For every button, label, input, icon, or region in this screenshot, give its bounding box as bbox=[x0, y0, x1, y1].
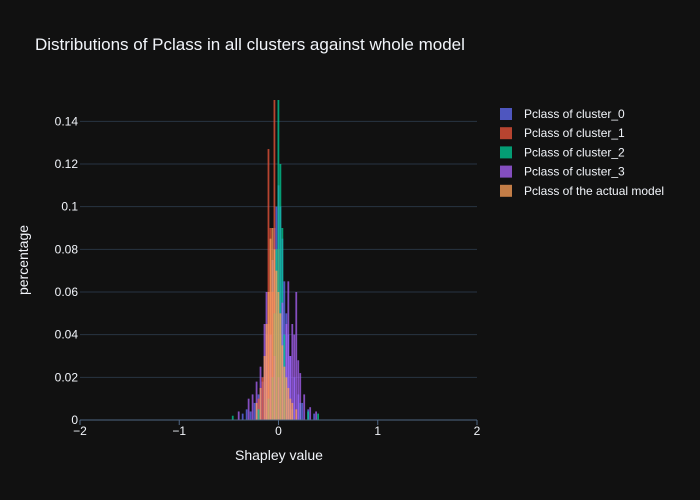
legend-label: Pclass of cluster_0 bbox=[524, 107, 625, 121]
bar-series-1[interactable] bbox=[257, 398, 260, 420]
bar-series-3[interactable] bbox=[293, 334, 296, 420]
bar-series-2[interactable] bbox=[257, 409, 260, 420]
bar-series-4[interactable] bbox=[279, 313, 282, 420]
legend[interactable]: Pclass of cluster_0 Pclass of cluster_1 Pc… bbox=[500, 107, 664, 198]
y-axis-title: percentage bbox=[15, 225, 31, 295]
y-tick-label: 0 bbox=[71, 413, 78, 427]
bar-series-1[interactable] bbox=[261, 377, 264, 420]
bar-series-0[interactable] bbox=[313, 413, 316, 420]
bar-series-3[interactable] bbox=[237, 411, 240, 420]
bar-series-4[interactable] bbox=[271, 228, 274, 420]
legend-item[interactable]: Pclass of cluster_2 bbox=[500, 145, 625, 159]
x-axis-title: Shapley value bbox=[235, 447, 323, 463]
bar-series-4[interactable] bbox=[285, 377, 288, 420]
bar-series-0[interactable] bbox=[253, 402, 256, 420]
bar-series-4[interactable] bbox=[273, 249, 276, 420]
bar-series-3[interactable] bbox=[285, 324, 288, 420]
y-tick-label: 0.1 bbox=[61, 200, 78, 214]
bar-series-4[interactable] bbox=[275, 270, 278, 420]
bar-series-2[interactable] bbox=[307, 411, 310, 420]
bar-series-4[interactable] bbox=[255, 402, 258, 420]
y-tick-label: 0.02 bbox=[55, 370, 79, 384]
y-tick-label: 0.04 bbox=[55, 328, 79, 342]
bar-series-3[interactable] bbox=[299, 373, 302, 420]
y-tick-label: 0.12 bbox=[55, 157, 79, 171]
legend-swatch bbox=[500, 184, 512, 197]
bar-series-4[interactable] bbox=[277, 292, 280, 420]
bar-series-4[interactable] bbox=[295, 409, 298, 420]
bar-series-2[interactable] bbox=[231, 415, 234, 420]
bar-series-3[interactable] bbox=[315, 411, 318, 420]
bar-series-4[interactable] bbox=[265, 324, 268, 420]
legend-swatch bbox=[500, 108, 512, 120]
bar-series-1[interactable] bbox=[267, 149, 270, 421]
x-tick-label: −2 bbox=[73, 424, 87, 438]
bar-series-3[interactable] bbox=[291, 324, 294, 420]
legend-label: Pclass of cluster_1 bbox=[524, 126, 625, 140]
bar-series-4[interactable] bbox=[291, 402, 294, 420]
bar-series-3[interactable] bbox=[287, 281, 290, 420]
legend-label: Pclass of cluster_3 bbox=[524, 165, 625, 179]
legend-item[interactable]: Pclass of the actual model bbox=[500, 184, 664, 198]
legend-item[interactable]: Pclass of cluster_1 bbox=[500, 126, 625, 140]
bar-series-3[interactable] bbox=[295, 292, 298, 420]
bar-series-3[interactable] bbox=[297, 360, 300, 420]
bar-series-3[interactable] bbox=[309, 407, 312, 420]
bar-series-0[interactable] bbox=[241, 413, 244, 420]
bars bbox=[231, 100, 319, 421]
bar-series-4[interactable] bbox=[263, 356, 266, 420]
bar-series-4[interactable] bbox=[269, 238, 272, 420]
bar-series-0[interactable] bbox=[301, 402, 304, 420]
legend-label: Pclass of the actual model bbox=[524, 184, 664, 198]
bar-series-2[interactable] bbox=[279, 164, 282, 420]
legend-label: Pclass of cluster_2 bbox=[524, 145, 625, 159]
bar-series-3[interactable] bbox=[255, 381, 258, 420]
legend-swatch bbox=[500, 165, 512, 178]
bar-series-3[interactable] bbox=[303, 394, 306, 420]
y-tick-label: 0.06 bbox=[55, 285, 79, 299]
legend-item[interactable]: Pclass of cluster_0 bbox=[500, 107, 625, 121]
legend-swatch bbox=[500, 146, 512, 159]
x-tick-label: 2 bbox=[474, 424, 481, 438]
bar-series-4[interactable] bbox=[289, 398, 292, 420]
bar-series-3[interactable] bbox=[289, 356, 292, 420]
bar-series-0[interactable] bbox=[245, 409, 248, 420]
bar-series-4[interactable] bbox=[283, 366, 286, 420]
bar-series-4[interactable] bbox=[259, 388, 262, 420]
bar-series-4[interactable] bbox=[281, 345, 284, 420]
axes: 0 0.02 0.04 0.06 0.08 0.1 0.12 0.14 −2 −1 0 1 2 bbox=[55, 114, 481, 438]
x-tick-label: −1 bbox=[172, 424, 186, 438]
bar-series-2[interactable] bbox=[277, 100, 280, 420]
x-tick-label: 1 bbox=[374, 424, 381, 438]
y-tick-label: 0.08 bbox=[55, 242, 79, 256]
y-tick-label: 0.14 bbox=[55, 114, 79, 128]
bar-series-0[interactable] bbox=[249, 411, 252, 420]
bar-series-2[interactable] bbox=[317, 413, 319, 420]
bar-series-3[interactable] bbox=[247, 398, 250, 420]
legend-item[interactable]: Pclass of cluster_3 bbox=[500, 165, 625, 179]
bar-series-4[interactable] bbox=[267, 292, 270, 420]
legend-swatch bbox=[500, 127, 512, 140]
bar-series-4[interactable] bbox=[287, 388, 290, 420]
bar-series-3[interactable] bbox=[251, 394, 254, 420]
chart-title: Distributions of Pclass in all clusters … bbox=[35, 35, 465, 54]
x-tick-label: 0 bbox=[275, 424, 282, 438]
